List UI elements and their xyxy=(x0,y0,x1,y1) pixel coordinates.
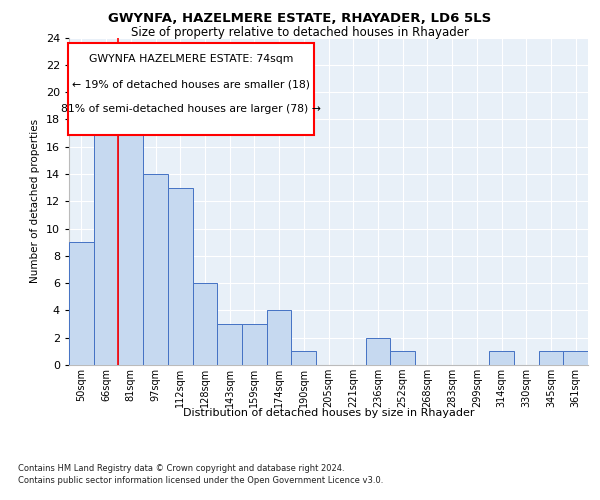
Bar xyxy=(69,242,94,365)
Text: GWYNFA, HAZELMERE ESTATE, RHAYADER, LD6 5LS: GWYNFA, HAZELMERE ESTATE, RHAYADER, LD6 … xyxy=(109,12,491,26)
Bar xyxy=(118,92,143,365)
Bar xyxy=(242,324,267,365)
Bar xyxy=(563,352,588,365)
Bar xyxy=(143,174,168,365)
Bar xyxy=(267,310,292,365)
Text: Contains HM Land Registry data © Crown copyright and database right 2024.: Contains HM Land Registry data © Crown c… xyxy=(18,464,344,473)
Text: ← 19% of detached houses are smaller (18): ← 19% of detached houses are smaller (18… xyxy=(72,79,310,89)
Bar xyxy=(217,324,242,365)
Text: Contains public sector information licensed under the Open Government Licence v3: Contains public sector information licen… xyxy=(18,476,383,485)
Y-axis label: Number of detached properties: Number of detached properties xyxy=(30,119,40,284)
Bar xyxy=(539,352,563,365)
Bar xyxy=(365,338,390,365)
Text: Size of property relative to detached houses in Rhayader: Size of property relative to detached ho… xyxy=(131,26,469,39)
Bar xyxy=(292,352,316,365)
Bar xyxy=(390,352,415,365)
Bar xyxy=(193,283,217,365)
Text: Distribution of detached houses by size in Rhayader: Distribution of detached houses by size … xyxy=(183,408,475,418)
Bar xyxy=(489,352,514,365)
Bar xyxy=(168,188,193,365)
Bar xyxy=(94,106,118,365)
Text: 81% of semi-detached houses are larger (78) →: 81% of semi-detached houses are larger (… xyxy=(61,104,321,114)
Text: GWYNFA HAZELMERE ESTATE: 74sqm: GWYNFA HAZELMERE ESTATE: 74sqm xyxy=(89,54,293,64)
